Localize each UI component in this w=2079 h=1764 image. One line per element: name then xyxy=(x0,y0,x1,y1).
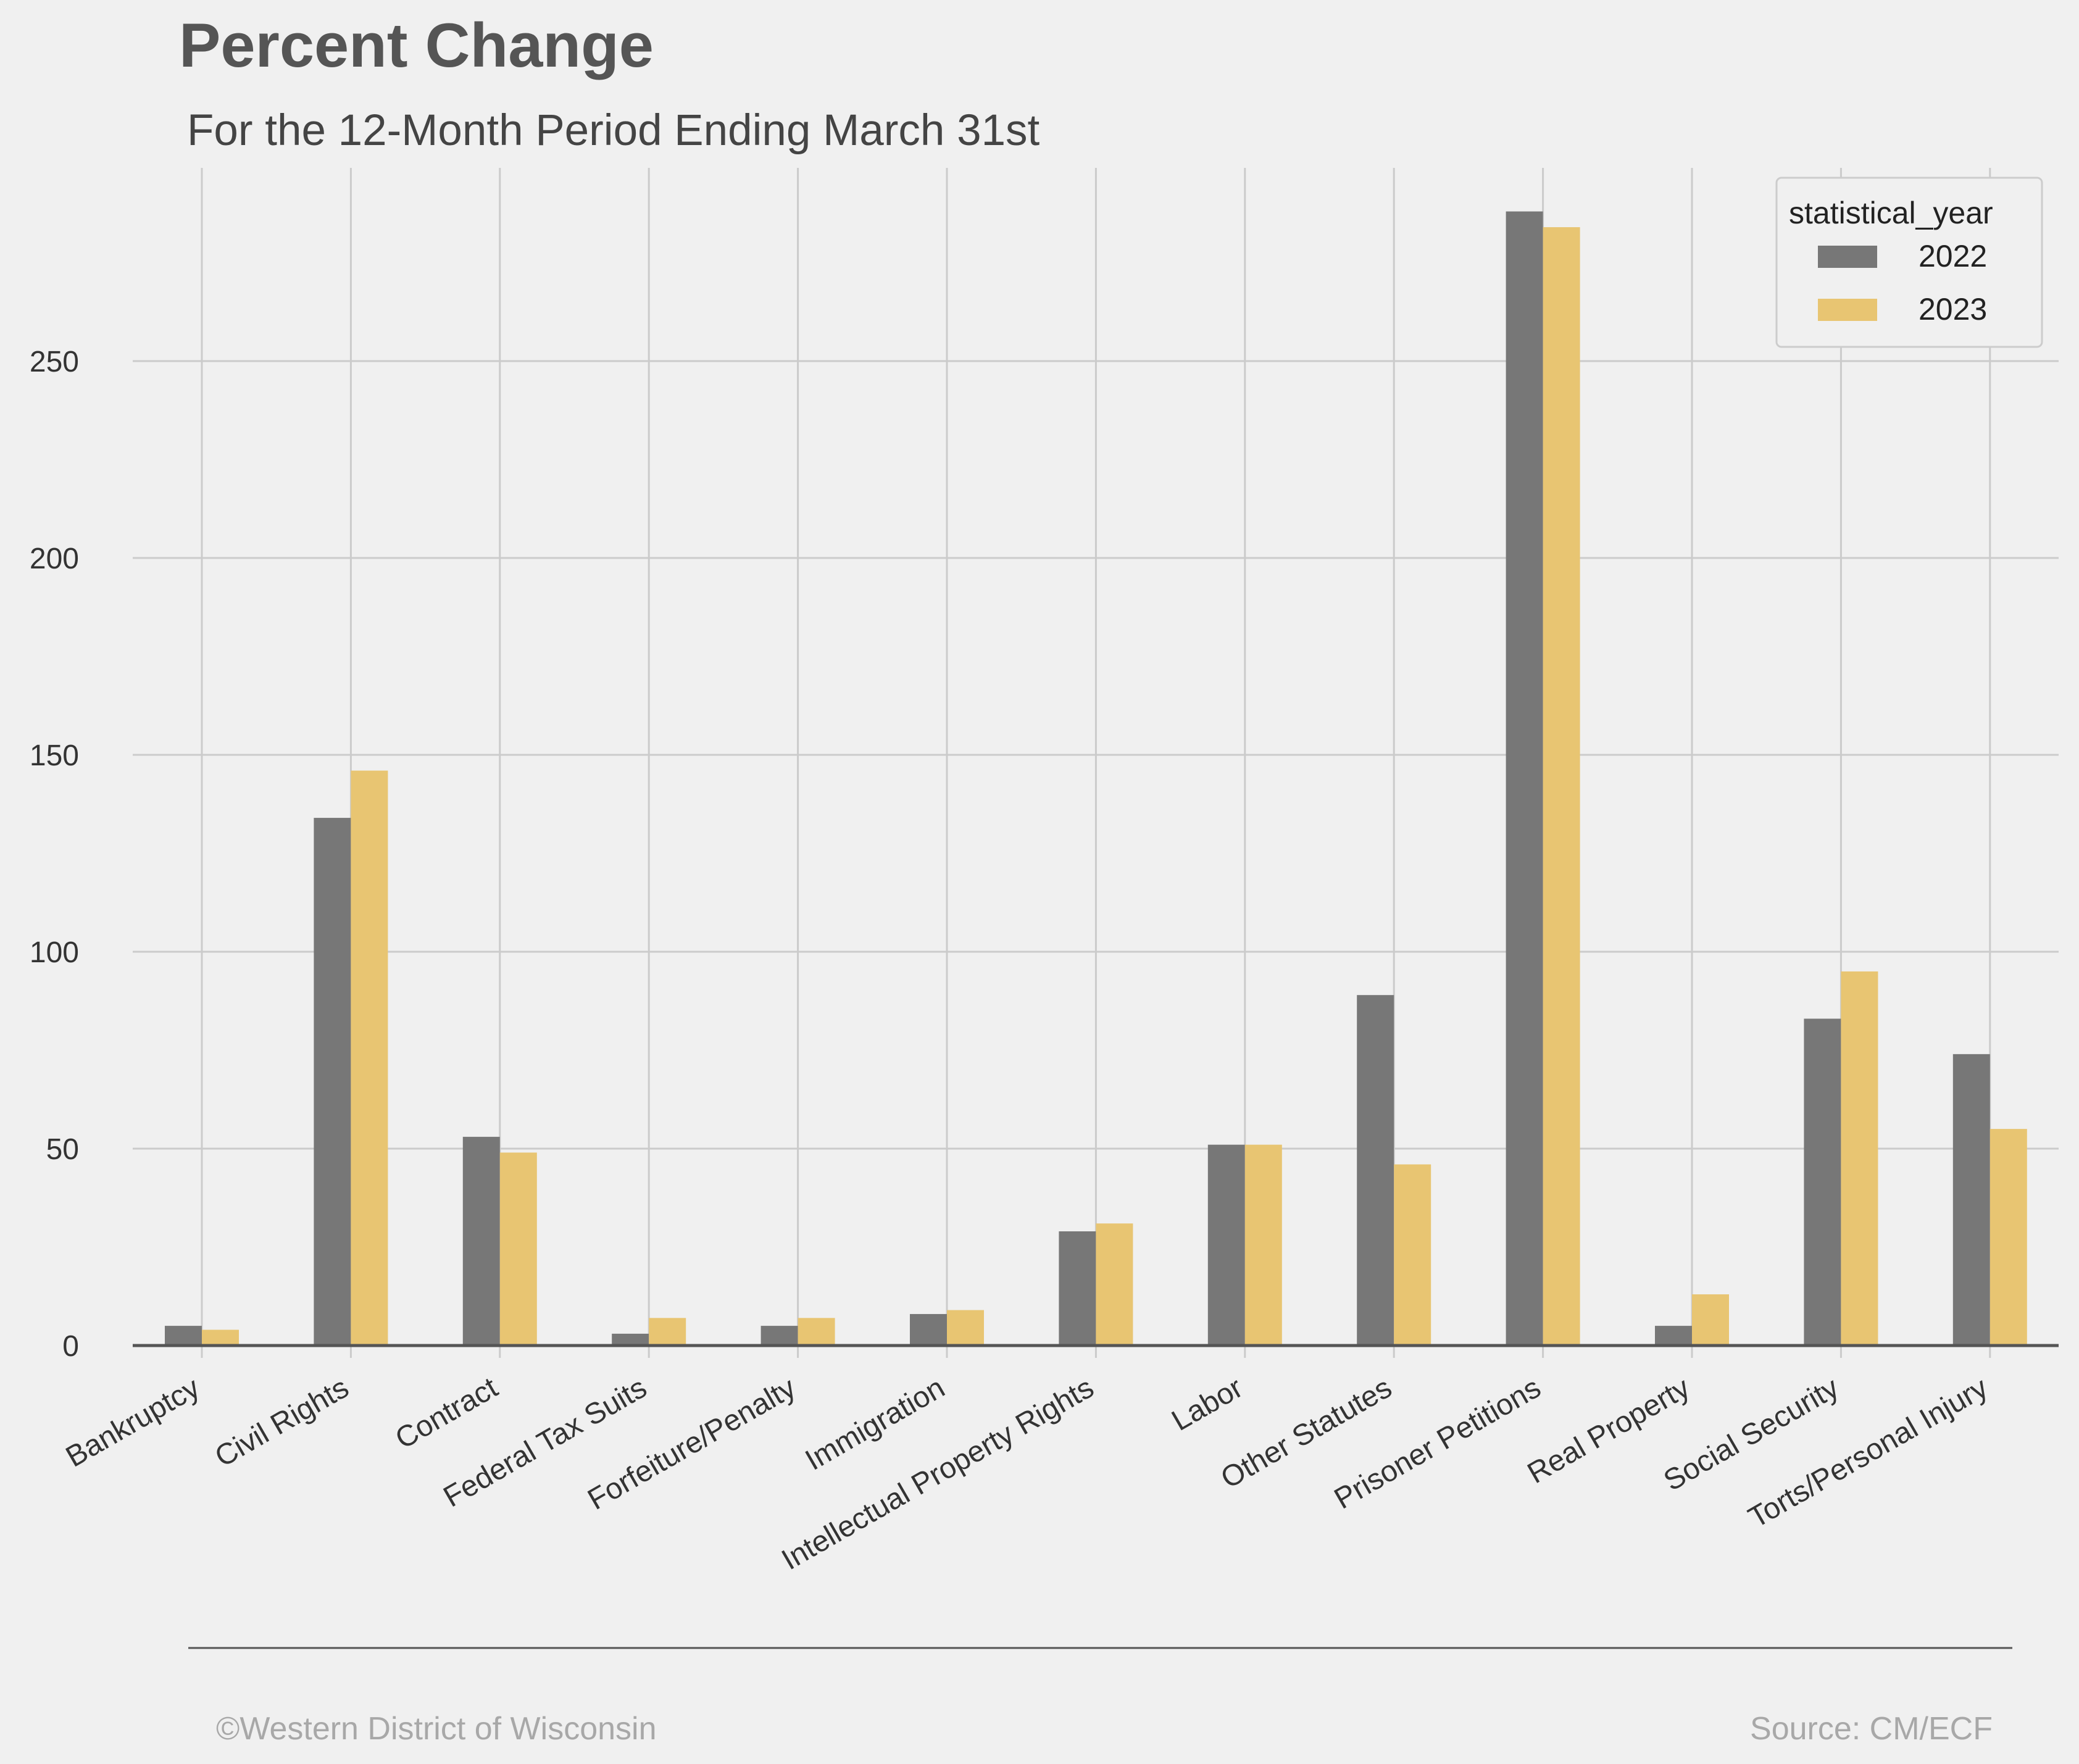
bar-2022 xyxy=(1804,1018,1841,1346)
bars xyxy=(165,211,2027,1346)
legend-swatch-2023 xyxy=(1818,299,1877,321)
y-tick-label: 200 xyxy=(30,543,79,575)
legend-swatch-2022 xyxy=(1818,246,1877,268)
bar-2023 xyxy=(798,1318,835,1346)
x-tick-label: Bankruptcy xyxy=(60,1371,205,1474)
bar-2022 xyxy=(462,1136,500,1346)
y-tick-label: 50 xyxy=(46,1133,79,1166)
footer-source: Source: CM/ECF xyxy=(1750,1711,1993,1747)
y-tick-label: 250 xyxy=(30,346,79,378)
legend-label-2023: 2023 xyxy=(1919,292,1987,327)
bar-2023 xyxy=(1394,1164,1431,1346)
x-tick-label: Contract xyxy=(390,1371,504,1456)
bar-2023 xyxy=(1692,1294,1729,1346)
bar-2022 xyxy=(314,818,351,1346)
footer-copyright: ©Western District of Wisconsin xyxy=(216,1711,657,1747)
bar-2023 xyxy=(649,1318,686,1346)
bar-2022 xyxy=(1059,1231,1096,1346)
chart-subtitle: For the 12-Month Period Ending March 31s… xyxy=(187,106,1040,155)
bar-2023 xyxy=(1841,971,1878,1346)
bar-2023 xyxy=(1244,1144,1282,1346)
x-tick-label: Torts/Personal Injury xyxy=(1743,1371,1993,1535)
bar-2023 xyxy=(1096,1223,1133,1346)
legend: statistical_year 2022 2023 xyxy=(1775,177,2043,348)
x-tick-label: Labor xyxy=(1166,1371,1248,1437)
y-tick-label: 150 xyxy=(30,739,79,772)
bar-2023 xyxy=(1989,1129,2027,1346)
legend-label-2022: 2022 xyxy=(1919,239,1987,273)
y-tick-label: 100 xyxy=(30,936,79,969)
bar-2022 xyxy=(1506,211,1543,1346)
chart-title: Percent Change xyxy=(179,11,654,80)
bar-2023 xyxy=(351,770,388,1346)
bar-2022 xyxy=(1952,1054,1990,1346)
y-tick-label: 0 xyxy=(62,1330,79,1363)
y-axis-ticks: 0 50 100 150 200 250 xyxy=(30,346,79,1363)
bar-2022 xyxy=(760,1326,798,1346)
bar-2022 xyxy=(1357,995,1394,1346)
x-tick-label: Civil Rights xyxy=(210,1371,354,1474)
bar-2023 xyxy=(1543,227,1580,1346)
bar-2022 xyxy=(1655,1326,1692,1346)
bar-2023 xyxy=(947,1310,984,1346)
bar-2023 xyxy=(499,1152,537,1346)
bar-2022 xyxy=(165,1326,202,1346)
bar-2023 xyxy=(202,1329,239,1346)
bar-2022 xyxy=(612,1333,649,1346)
legend-title: statistical_year xyxy=(1789,196,1993,230)
grid xyxy=(133,168,2059,1358)
bar-2022 xyxy=(1207,1144,1245,1346)
bar-2022 xyxy=(910,1313,947,1346)
